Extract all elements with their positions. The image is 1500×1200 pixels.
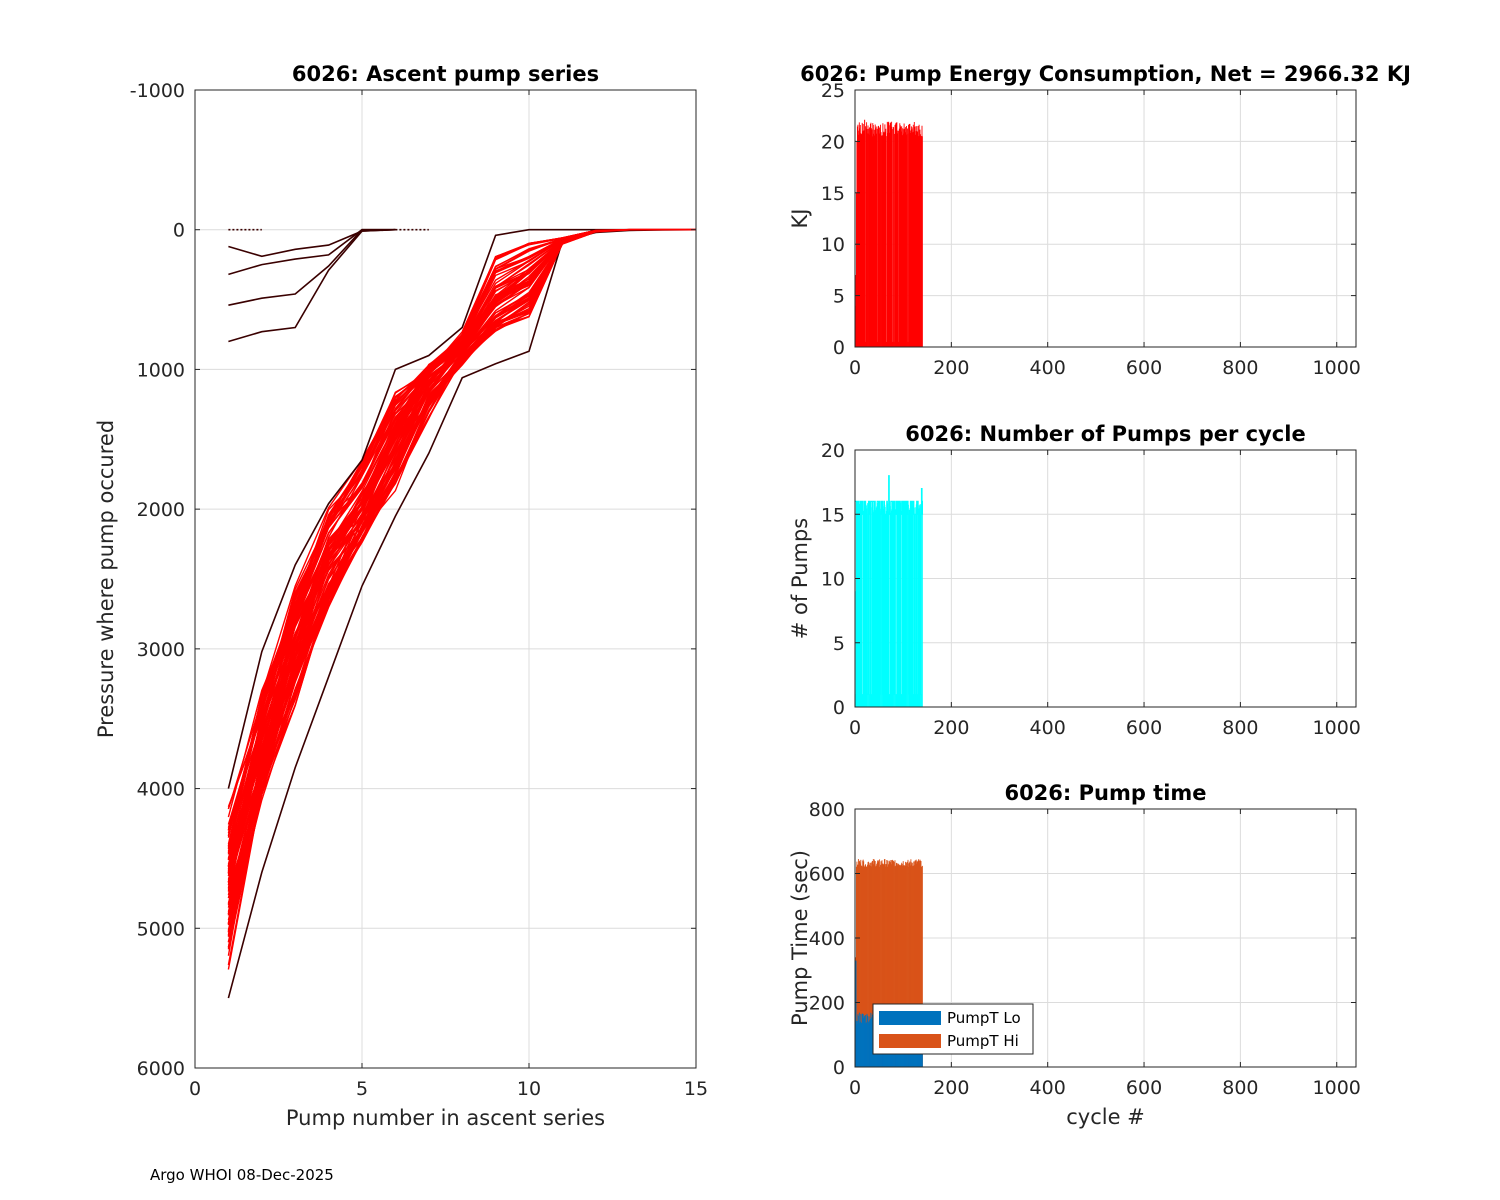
x-tick-label: 200 [933, 1077, 969, 1099]
x-tick-label: 1000 [1313, 1077, 1361, 1099]
series-early-profile [228, 228, 396, 276]
x-tick-label: 400 [1030, 717, 1066, 739]
y-tick-label: 0 [833, 1057, 845, 1079]
x-tick-label: 1000 [1313, 357, 1361, 379]
y-tick-label: 4000 [137, 779, 185, 801]
footer-label: Argo WHOI 08-Dec-2025 [150, 1166, 334, 1184]
y-tick-label: 3000 [137, 639, 185, 661]
x-tick-label: 800 [1222, 357, 1258, 379]
y-tick-label: 600 [809, 864, 845, 886]
y-axis-label: # of Pumps [788, 518, 812, 640]
x-tick-label: 0 [189, 1078, 201, 1100]
plot-marks [855, 119, 923, 347]
y-tick-label: 20 [821, 131, 845, 153]
plot-area [195, 90, 696, 1068]
x-tick-label: 800 [1222, 717, 1258, 739]
y-tick-label: 25 [821, 80, 845, 102]
axes-pumptime: 0 200 400 600 800 1000 0 200 400 600 800 6026: Pump… [788, 781, 1361, 1129]
y-tick-label: -1000 [130, 80, 185, 102]
x-tick-label: 200 [933, 357, 969, 379]
x-tick-label: 0 [849, 1077, 861, 1099]
chart-title: 6026: Number of Pumps per cycle [905, 422, 1305, 446]
x-tick-label: 800 [1222, 1077, 1258, 1099]
y-tick-label: 5 [833, 286, 845, 308]
axes-box [194, 89, 697, 1069]
x-axis-label: cycle # [1066, 1105, 1145, 1129]
y-tick-label: 15 [821, 183, 845, 205]
y-axis-label: Pump Time (sec) [788, 850, 812, 1026]
x-tick-label: 5 [356, 1078, 368, 1100]
x-tick-label: 15 [684, 1078, 708, 1100]
x-tick-label: 10 [517, 1078, 541, 1100]
x-tick-label: 0 [849, 717, 861, 739]
legend-entry: PumpT Hi [947, 1032, 1019, 1050]
x-tick-label: 0 [849, 357, 861, 379]
y-axis-label: KJ [788, 209, 812, 229]
chart-title: 6026: Pump Energy Consumption, Net = 296… [800, 62, 1411, 86]
y-tick-label: 0 [173, 220, 185, 242]
x-axis-label: Pump number in ascent series [286, 1106, 605, 1130]
y-tick-label: 6000 [137, 1058, 185, 1080]
y-tick-label: 0 [833, 697, 845, 719]
x-tick-label: 200 [933, 717, 969, 739]
chart-title: 6026: Pump time [1004, 781, 1206, 805]
y-tick-label: 400 [809, 928, 845, 950]
x-tick-label: 400 [1030, 357, 1066, 379]
y-tick-label: 10 [821, 569, 845, 591]
axes-ascent: 0 5 10 15 -1000 0 1000 2000 3000 4000 5000 6000 6026… [94, 62, 708, 1130]
y-axis-label: Pressure where pump occured [94, 420, 118, 738]
chart-title: 6026: Ascent pump series [292, 62, 599, 86]
plot-marks [227, 228, 697, 999]
y-tick-label: 5 [833, 633, 845, 655]
y-tick-label: 200 [809, 993, 845, 1015]
y-tick-label: 5000 [137, 918, 185, 940]
legend-swatch [879, 1011, 941, 1025]
y-tick-label: 10 [821, 234, 845, 256]
axes-box [854, 89, 1357, 348]
y-tick-label: 0 [833, 337, 845, 359]
y-tick-label: 15 [821, 504, 845, 526]
series-early-profile [228, 228, 396, 258]
series-typical-profile [227, 228, 696, 915]
y-tick-label: 800 [809, 799, 845, 821]
x-tick-label: 600 [1126, 357, 1162, 379]
x-tick-label: 400 [1030, 1077, 1066, 1099]
y-tick-label: 1000 [137, 359, 185, 381]
y-tick-label: 20 [821, 440, 845, 462]
legend-swatch [879, 1034, 941, 1048]
y-tick-label: 2000 [137, 499, 185, 521]
axes-pumps: 0 200 400 600 800 1000 0 5 10 15 20 6026: Number of… [788, 422, 1361, 739]
legend: PumpT Lo PumpT Hi [872, 1003, 1034, 1055]
plot-marks [855, 475, 924, 707]
legend-entry: PumpT Lo [947, 1009, 1021, 1027]
x-tick-label: 1000 [1313, 717, 1361, 739]
plot-area [855, 90, 1356, 347]
x-tick-label: 600 [1126, 1077, 1162, 1099]
x-tick-label: 600 [1126, 717, 1162, 739]
